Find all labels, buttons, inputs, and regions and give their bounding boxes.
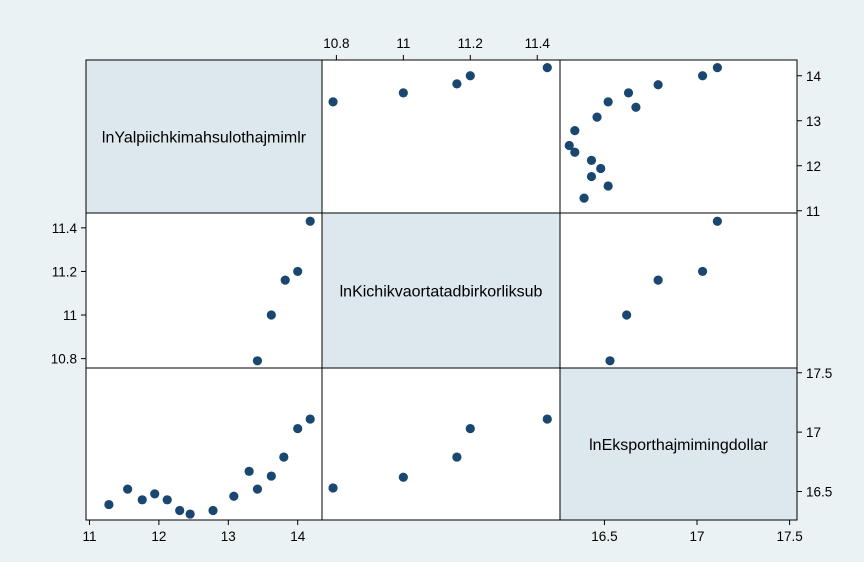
scatter-point	[542, 63, 552, 73]
axes: 11 12 13 14 16.5 17 17.5 10.8 11 11.2 11.4 10.8 11 11…	[51, 36, 833, 544]
right-tick-label: 17.5	[806, 366, 832, 381]
scatter-point	[123, 484, 133, 494]
scatter-point	[570, 126, 580, 136]
scatter-point	[712, 216, 722, 226]
scatter-point	[398, 88, 408, 98]
scatter-point	[623, 88, 634, 98]
bottom-tick-label: 17.5	[776, 529, 802, 544]
scatter-point	[150, 489, 160, 499]
scatter-point	[279, 452, 289, 462]
scatter-point	[252, 356, 263, 366]
scatter-point	[542, 414, 552, 424]
scatter-point	[244, 466, 254, 476]
scatter-point	[579, 193, 589, 203]
scatter-point	[653, 80, 663, 90]
right-tick-label: 13	[806, 114, 821, 129]
left-tick-label: 11.4	[52, 221, 78, 236]
top-tick-label: 11	[396, 36, 410, 51]
scatter-point	[293, 266, 303, 277]
diagonal-cell	[322, 213, 560, 368]
diagonal-cell	[86, 60, 322, 213]
scatter-point	[603, 97, 613, 107]
scatter-point	[586, 171, 597, 182]
bottom-tick-label: 17	[690, 529, 705, 544]
bottom-tick-label: 11	[82, 529, 96, 544]
top-tick-label: 11.2	[458, 36, 483, 51]
scatter-point	[586, 155, 597, 165]
scatter-point	[229, 491, 239, 501]
scatter-point	[697, 71, 708, 81]
scatter-point	[564, 140, 574, 151]
scatter-point	[162, 495, 172, 505]
scatter-point	[398, 472, 408, 482]
bottom-tick-label: 13	[221, 529, 236, 544]
scatter-point	[208, 505, 218, 516]
bottom-tick-label: 16.5	[591, 529, 617, 544]
diagonal-cell	[560, 368, 797, 520]
right-tick-label: 17	[806, 425, 821, 440]
scatter-point	[185, 509, 195, 519]
right-tick-label: 12	[806, 159, 821, 174]
diagonal-cells	[86, 60, 797, 520]
scatter-point	[603, 181, 613, 191]
top-tick-label: 10.8	[323, 36, 349, 51]
scatter-point	[293, 423, 303, 434]
scatter-point	[328, 483, 338, 493]
left-tick-label: 11.2	[52, 264, 77, 279]
scatter-point	[452, 452, 462, 462]
cell-frames	[85, 59, 798, 521]
variable-label-gdp: lnYalpiichkimahsulothajmimlr	[102, 130, 307, 147]
scatter-point	[137, 495, 147, 505]
variable-label-sme: lnKichikvaortatadbirkorliksub	[340, 284, 543, 301]
scatter-point	[266, 471, 276, 481]
scatter-point	[175, 505, 185, 516]
scatter-point	[280, 275, 290, 285]
top-tick-label: 11.4	[525, 36, 551, 51]
scatter-point	[452, 79, 462, 89]
scatter-points	[104, 63, 722, 519]
scatter-point	[596, 163, 606, 174]
left-tick-label: 11	[63, 308, 77, 323]
scatter-point	[104, 499, 114, 510]
right-tick-label: 16.5	[806, 485, 832, 500]
scatter-point	[305, 216, 315, 226]
variable-label-export: lnEksporthajmimingdollar	[589, 437, 768, 454]
scatter-point	[605, 356, 615, 366]
right-tick-label: 14	[806, 69, 822, 84]
scatter-point	[653, 275, 663, 285]
scatter-point	[712, 63, 722, 73]
scatter-point	[328, 97, 338, 107]
scatter-point	[465, 71, 475, 81]
bottom-tick-label: 12	[151, 529, 166, 544]
scatter-point	[592, 112, 602, 122]
scatter-point	[631, 102, 641, 112]
scatter-point	[305, 414, 315, 424]
scatter-point	[570, 147, 580, 157]
scatter-point	[252, 484, 263, 494]
scatter-point	[266, 310, 276, 320]
right-tick-label: 11	[806, 204, 820, 219]
scatter-point	[697, 266, 708, 277]
scatter-point	[622, 310, 632, 320]
variable-labels: lnYalpiichkimahsulothajmimlr lnKichikvao…	[102, 130, 769, 455]
bottom-tick-label: 14	[290, 529, 306, 544]
left-tick-label: 10.8	[51, 352, 77, 367]
scatter-point	[465, 423, 475, 434]
